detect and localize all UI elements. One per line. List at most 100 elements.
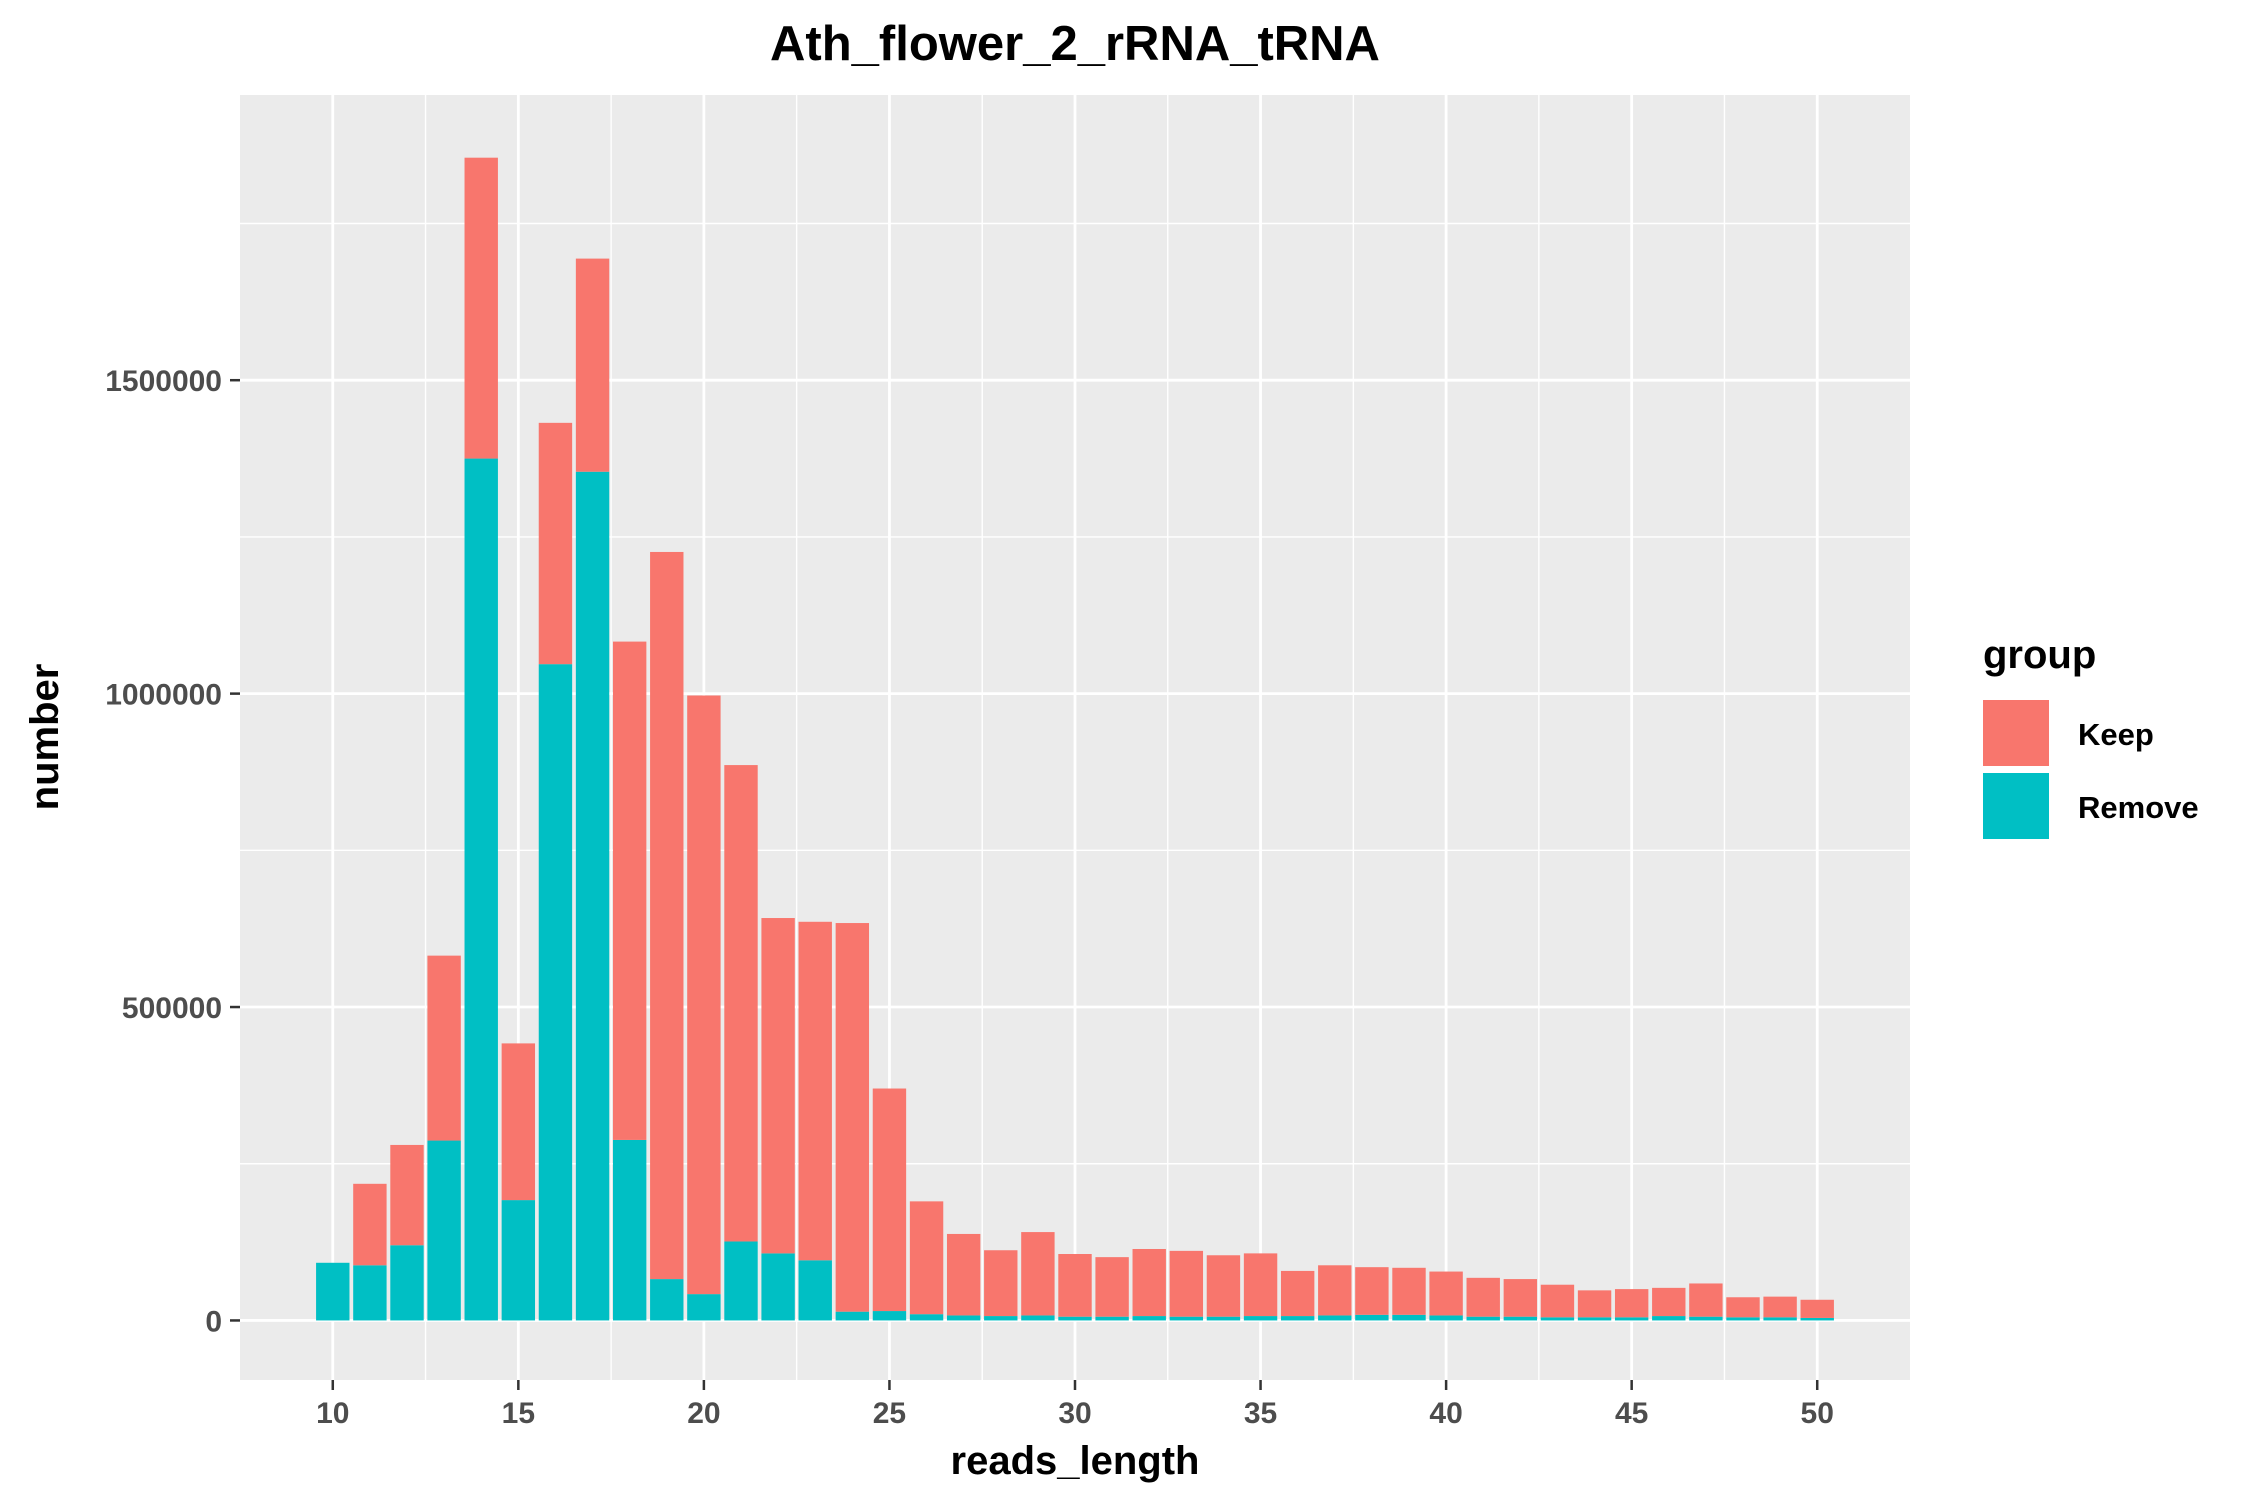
bar-remove [1206,1316,1241,1321]
x-tick-label: 30 [1058,1397,1091,1430]
x-tick-label: 40 [1429,1397,1462,1430]
bar-keep [984,1250,1018,1317]
legend-title: group [1983,633,2096,677]
bar-remove [1280,1316,1315,1321]
bar-remove [1466,1316,1500,1321]
bar-remove [1800,1317,1834,1321]
bar-keep [1540,1284,1575,1318]
bar-keep [1355,1267,1389,1315]
bars [316,157,1834,1321]
bar-keep [464,157,498,459]
bar-keep [1169,1250,1204,1317]
bar-remove [464,458,498,1321]
bar-remove [612,1139,647,1321]
bar-remove [1169,1316,1204,1321]
bar-remove [1318,1315,1352,1321]
bar-keep [650,551,684,1280]
bar-remove [1243,1316,1278,1321]
bar-remove [724,1241,758,1321]
bar-keep [909,1201,944,1315]
bar-remove [538,664,573,1321]
bar-remove [575,471,610,1321]
bar-remove [316,1262,350,1321]
bar-remove [835,1311,870,1321]
bar-keep [353,1183,387,1266]
x-axis-title: reads_length [951,1439,1200,1483]
legend-label-keep: Keep [2078,717,2154,752]
bar-remove [390,1245,424,1321]
bar-keep [798,921,832,1261]
y-tick-label: 500000 [122,992,222,1025]
x-tick-label: 15 [502,1397,535,1430]
bar-keep [1726,1297,1760,1318]
x-tick-label: 35 [1244,1397,1277,1430]
bar-remove [1614,1317,1649,1321]
bar-remove [1429,1315,1463,1321]
bar-remove [909,1314,944,1321]
legend-key-keep [1983,700,2049,766]
bar-keep [1466,1277,1500,1317]
bar-keep [1318,1265,1352,1316]
bar-remove [761,1253,795,1321]
bar-keep [1652,1287,1686,1317]
bar-keep [1577,1290,1612,1318]
bar-remove [1132,1316,1166,1321]
bar-remove [872,1311,907,1321]
y-tick-label: 1500000 [105,365,222,398]
bar-keep [1058,1254,1092,1317]
x-tick-label: 45 [1615,1397,1648,1430]
x-tick-label: 10 [316,1397,349,1430]
bar-remove [353,1265,387,1321]
bar-keep [946,1233,981,1316]
legend: group Keep Remove [1983,633,2199,839]
bar-remove [1540,1317,1575,1321]
bar-keep [1689,1283,1723,1317]
chart-title: Ath_flower_2_rRNA_tRNA [770,17,1380,71]
bar-remove [1763,1317,1797,1321]
bar-remove [1689,1316,1723,1321]
bar-keep [390,1144,424,1246]
legend-key-remove [1983,773,2049,839]
x-tick-label: 25 [873,1397,906,1430]
bar-remove [650,1279,684,1321]
bar-keep [575,258,610,472]
y-tick-label: 1000000 [105,679,222,712]
bar-keep [835,923,870,1312]
x-tick-label: 20 [687,1397,720,1430]
y-tick-label: 0 [205,1305,222,1338]
bar-keep [1280,1270,1315,1317]
bar-remove [1726,1317,1760,1321]
axes: 10 15 20 25 30 35 40 45 50 0 500000 1000000 1500000 [105,365,1834,1430]
bar-keep [427,955,461,1141]
x-tick-label: 50 [1801,1397,1834,1430]
bar-keep [761,918,795,1254]
bar-keep [1503,1279,1538,1317]
bar-keep [1763,1296,1797,1318]
bar-keep [1429,1271,1463,1316]
bar-remove [946,1315,981,1321]
bar-remove [1392,1314,1426,1321]
y-axis-title: number [23,664,67,811]
bar-remove [1652,1316,1686,1321]
bar-keep [1800,1299,1834,1318]
bar-keep [612,641,647,1140]
bar-remove [1355,1314,1389,1321]
bar-remove [1503,1316,1538,1321]
bar-remove [1021,1315,1055,1321]
bar-remove [984,1316,1018,1321]
bar-keep [687,695,721,1295]
bar-keep [538,422,573,665]
bar-keep [1614,1289,1649,1318]
bar-keep [724,765,758,1242]
bar-remove [501,1200,536,1321]
bar-keep [1392,1267,1426,1315]
bar-keep [1132,1248,1166,1317]
bar-remove [427,1140,461,1321]
bar-remove [1058,1316,1092,1321]
bar-keep [1021,1232,1055,1316]
bar-keep [1206,1255,1241,1317]
bar-keep [872,1088,907,1312]
bar-keep [1243,1253,1278,1317]
legend-label-remove: Remove [2078,790,2199,825]
